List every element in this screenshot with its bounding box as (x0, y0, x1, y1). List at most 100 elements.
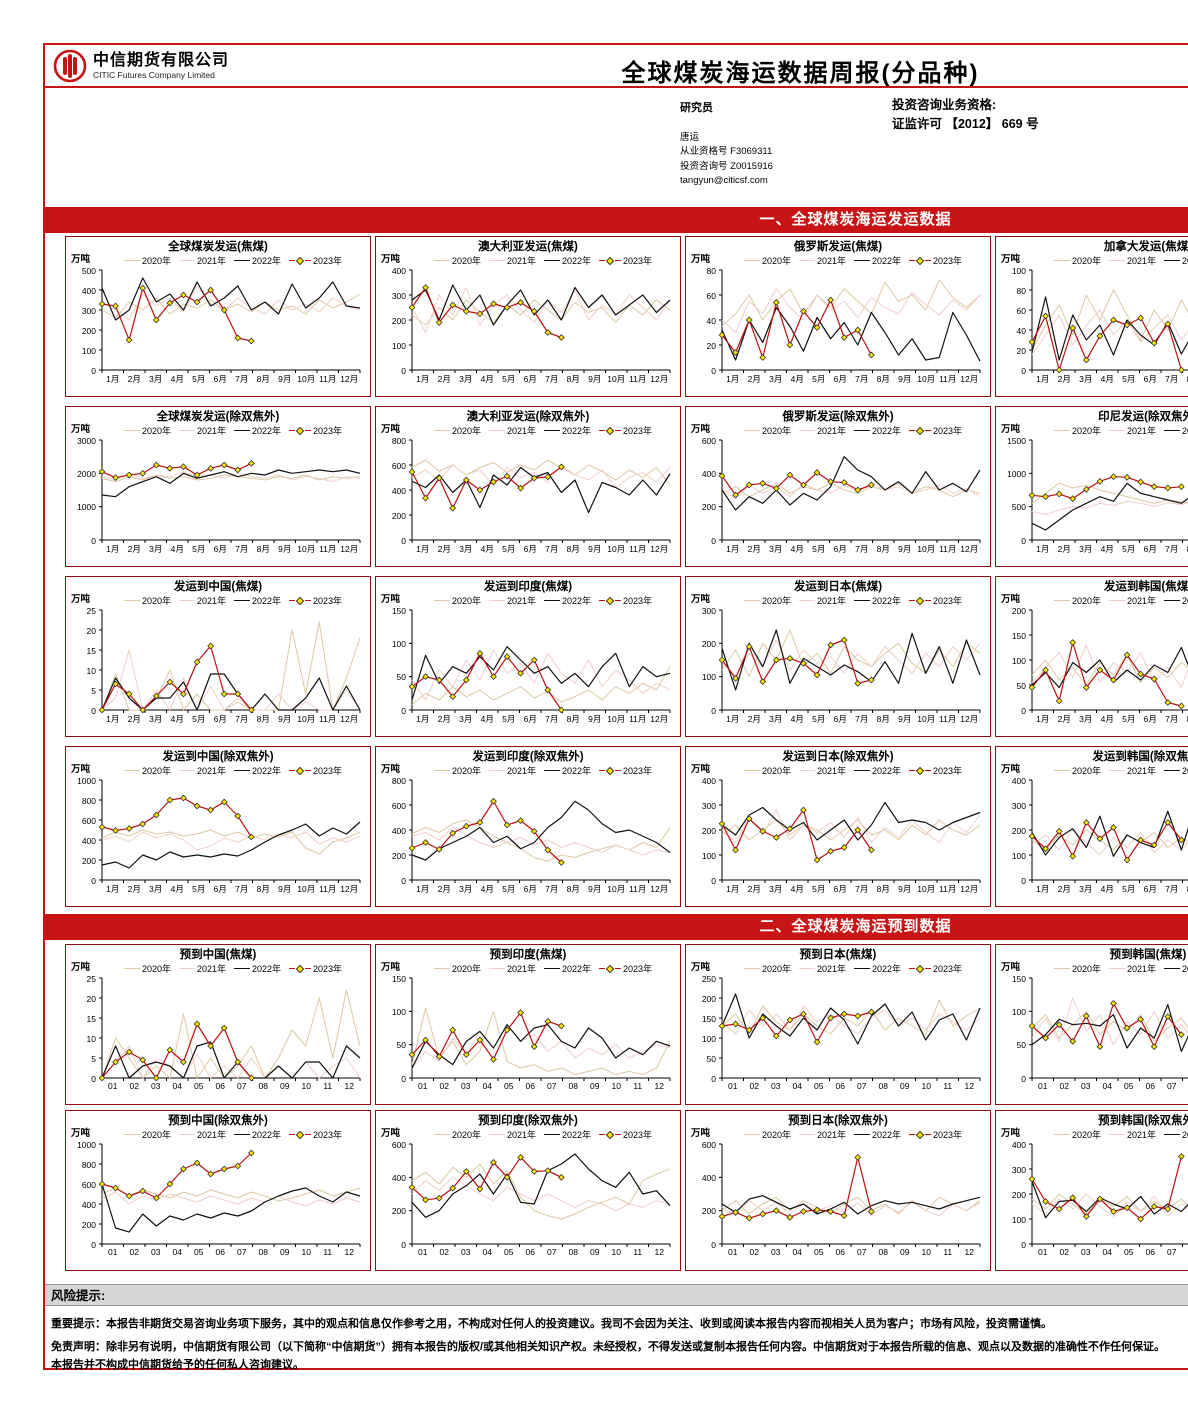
legend-label: 2020年 (761, 426, 791, 436)
y-tick-label: 200 (701, 502, 716, 513)
report-body: 研究员 唐运 从业资格号 F3069311 投资咨询号 Z0015916 tan… (43, 88, 1188, 1371)
legend-marker-diamond-icon (605, 256, 615, 265)
legend-line-sample (1164, 1134, 1180, 1135)
x-tick-label: 04 (482, 1081, 492, 1091)
x-tick-label: 11 (323, 1081, 333, 1091)
legend-item: 2022年 (234, 1128, 281, 1141)
x-tick-label: 4月 (790, 374, 804, 384)
chart-title: 印尼发运(除双焦外) (1098, 411, 1188, 423)
y-tick-label: 600 (81, 1179, 96, 1190)
x-tick-label: 12 (654, 1081, 664, 1091)
y-tick-label: 150 (1011, 973, 1026, 984)
chart-cell-11: 发运到日本(焦煤) 万吨 2020年 2021年 2022年 2023年 0 100 200 30… (685, 576, 991, 737)
y-tick-label: 40 (706, 315, 716, 326)
legend-line-sample (488, 600, 505, 601)
chart-plot (718, 439, 981, 543)
legend-label: 2022年 (872, 426, 902, 436)
y-tick-label: 1000 (77, 502, 96, 513)
company-name-cn: 中信期货有限公司 (93, 52, 230, 69)
y-axis-unit-label: 万吨 (1001, 424, 1021, 435)
legend-item: 2023年 (599, 424, 652, 437)
y-tick-label: 150 (391, 605, 406, 616)
y-tick-label: 800 (81, 1159, 96, 1170)
legend-item: 2023年 (289, 594, 342, 607)
legend-line-sample (798, 968, 815, 969)
y-axis-unit-label: 万吨 (691, 594, 711, 605)
legend-label: 2020年 (1071, 596, 1101, 606)
chart-plot (1028, 779, 1188, 883)
x-tick-label: 02 (439, 1247, 449, 1257)
chart-title: 澳大利亚发运(焦煤) (478, 241, 578, 253)
legend-line-sample (1053, 600, 1070, 601)
legend-label: 2023年 (313, 426, 343, 436)
legend-line-sample (1108, 600, 1125, 601)
x-tick-label: 4月 (790, 884, 804, 894)
y-tick-label: 1000 (77, 1139, 96, 1150)
y-axis-unit-label: 万吨 (691, 254, 711, 265)
business-qualification-label: 投资咨询业务资格: (892, 98, 997, 112)
x-tick-label: 09 (900, 1247, 910, 1257)
y-tick-label: 50 (396, 1040, 406, 1051)
x-tick-label: 10月 (607, 544, 626, 554)
legend-label: 2020年 (451, 596, 481, 606)
legend-item: 2022年 (854, 594, 901, 607)
x-tick-label: 6月 (213, 544, 227, 554)
x-tick-label: 1月 (726, 714, 740, 724)
chart-cell-10: 发运到印度(焦煤) 万吨 2020年 2021年 2022年 2023年 0 50 100 150… (375, 576, 681, 737)
chart-cell-19: 预到日本(焦煤) 万吨 2020年 2021年 2022年 2023年 0 50 100 150 2… (685, 944, 991, 1105)
y-tick-label: 60 (706, 290, 716, 301)
x-tick-label: 4月 (790, 544, 804, 554)
x-tick-label: 10 (611, 1081, 621, 1091)
y-tick-label: 0 (1021, 535, 1026, 546)
legend-label: 2020年 (141, 256, 171, 266)
legend-label: 2020年 (761, 964, 791, 974)
y-tick-label: 100 (701, 672, 716, 683)
x-tick-label: 3月 (149, 884, 163, 894)
chart-plot (408, 779, 671, 883)
legend-item: 2022年 (1164, 1128, 1188, 1141)
x-tick-label: 06 (215, 1247, 225, 1257)
legend-line-sample (798, 430, 815, 431)
x-tick-label: 5月 (812, 374, 826, 384)
legend-marker-diamond-icon (915, 426, 925, 435)
legend-marker-diamond-icon (295, 256, 305, 265)
legend-line-sample (488, 430, 505, 431)
x-tick-label: 06 (835, 1081, 845, 1091)
legend-marker-diamond-icon (295, 426, 305, 435)
legend-line-sample (925, 260, 932, 261)
legend-item: 2020年 (123, 764, 171, 777)
legend-item: 2020年 (743, 594, 791, 607)
x-tick-label: 3月 (459, 884, 473, 894)
legend-line-sample (925, 600, 932, 601)
x-tick-label: 01 (728, 1247, 738, 1257)
legend-label: 2020年 (761, 1130, 791, 1140)
x-tick-label: 12月 (650, 374, 669, 384)
y-tick-label: 3000 (77, 435, 96, 446)
x-tick-label: 12月 (340, 544, 359, 554)
chart-plot (98, 609, 361, 714)
x-tick-label: 7月 (235, 884, 249, 894)
legend-label: 2022年 (562, 256, 592, 266)
x-tick-label: 8月 (256, 884, 270, 894)
chart-cell-20: 预到韩国(焦煤)万吨2020年2021年2022年2023年0501001500… (995, 944, 1188, 1105)
x-tick-label: 2月 (747, 884, 761, 894)
y-axis-unit-label: 万吨 (381, 764, 401, 775)
chart-title: 发运到印度(焦煤) (483, 581, 573, 593)
legend-line-sample (488, 1134, 505, 1135)
legend-item: 2020年 (433, 594, 481, 607)
x-tick-label: 2月 (1057, 884, 1071, 894)
legend-line-sample (599, 770, 606, 771)
x-tick-label: 09 (590, 1247, 600, 1257)
legend-item: 2022年 (234, 962, 281, 975)
legend-label: 2020年 (141, 1130, 171, 1140)
x-tick-label: 2月 (1057, 374, 1071, 384)
y-tick-label: 200 (1011, 605, 1026, 616)
x-tick-label: 06 (525, 1247, 535, 1257)
x-tick-label: 03 (461, 1247, 471, 1257)
chart-plot (98, 439, 361, 543)
y-tick-label: 400 (701, 1172, 716, 1183)
x-tick-label: 03 (771, 1081, 781, 1091)
legend-line-sample (433, 968, 450, 969)
chart-title: 预到日本(焦煤) (799, 949, 877, 961)
